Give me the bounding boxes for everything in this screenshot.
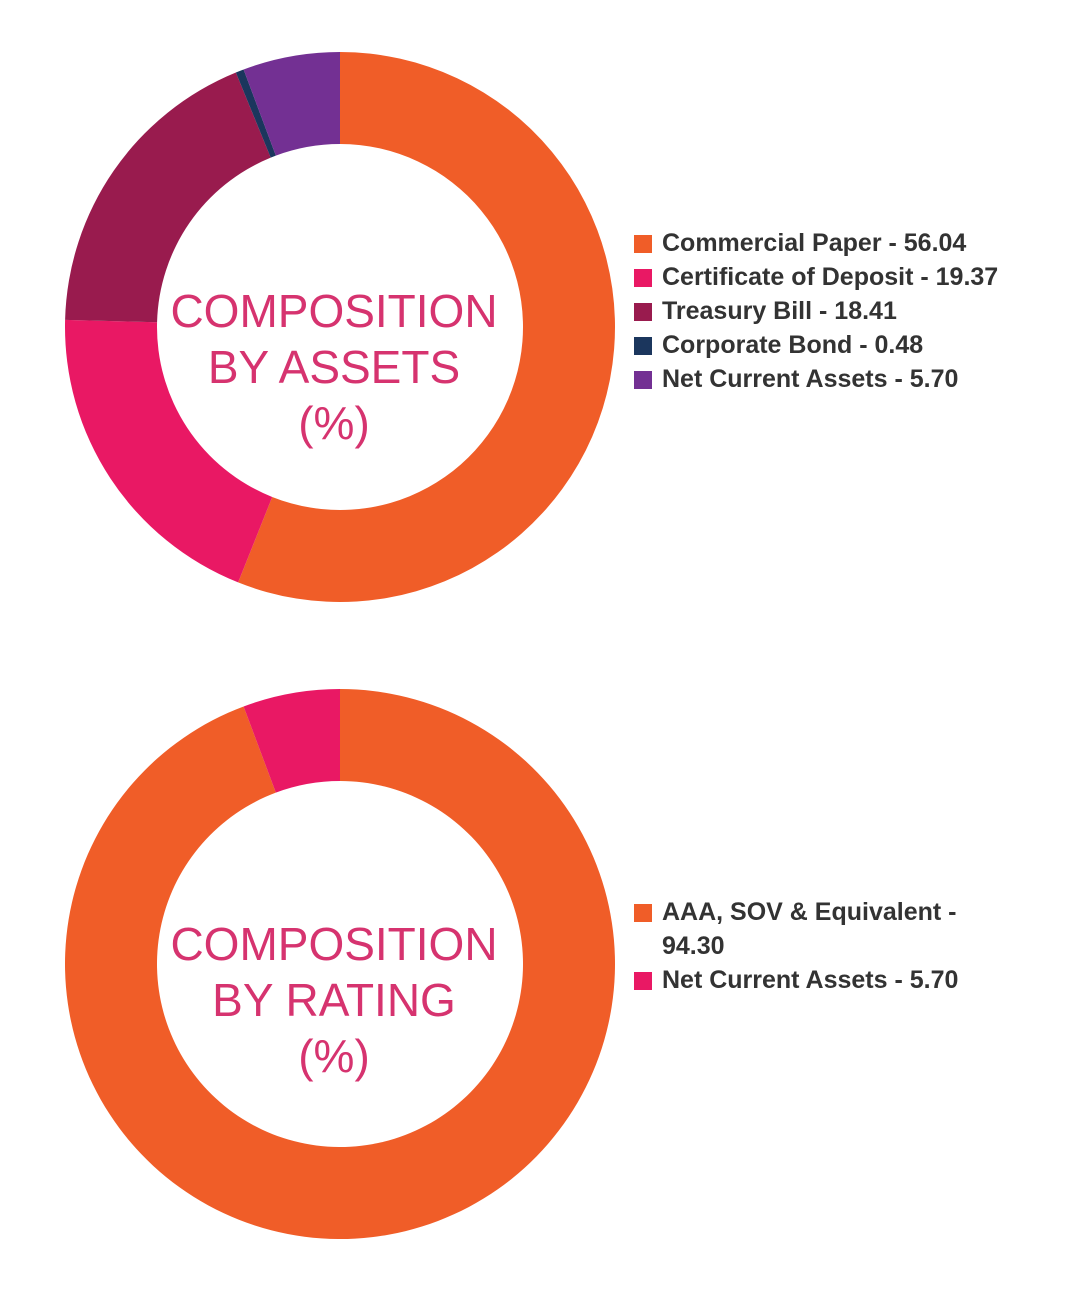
legend-item-certificate-of-deposit: Certificate of Deposit - 19.37 [634, 260, 1054, 294]
assets-legend: Commercial Paper - 56.04 Certificate of … [634, 226, 1054, 396]
assets-chart: COMPOSITION BY ASSETS (%) Commercial Pap… [0, 0, 1075, 640]
legend-label: Commercial Paper - 56.04 [662, 229, 967, 257]
rating-title-line-1: COMPOSITION [170, 918, 498, 970]
legend-swatch [634, 303, 652, 321]
legend-item-net-current-assets: Net Current Assets - 5.70 [634, 963, 994, 997]
rating-donut-chart [64, 689, 615, 1239]
legend-label: AAA, SOV & Equivalent - 94.30 [662, 898, 957, 960]
donut-slice-3 [235, 69, 276, 158]
donut-slice-1 [243, 689, 340, 793]
assets-donut-chart [65, 52, 616, 603]
legend-label: Certificate of Deposit - 19.37 [662, 263, 999, 291]
legend-item-net-current-assets: Net Current Assets - 5.70 [634, 362, 1054, 396]
rating-title-line-3: (%) [298, 1030, 370, 1082]
rating-legend: AAA, SOV & Equivalent - 94.30 Net Curren… [634, 895, 994, 997]
legend-swatch [634, 235, 652, 253]
donut-slice-1 [65, 319, 273, 583]
legend-swatch [634, 269, 652, 287]
rating-title-line-2: BY RATING [212, 974, 456, 1026]
legend-swatch [634, 337, 652, 355]
legend-swatch [634, 904, 652, 922]
donut-slice-4 [243, 52, 340, 156]
legend-label: Net Current Assets - 5.70 [662, 365, 959, 393]
legend-item-treasury-bill: Treasury Bill - 18.41 [634, 294, 1054, 328]
assets-title-line-2: BY ASSETS [207, 341, 461, 393]
rating-chart: COMPOSITION BY RATING (%) AAA, SOV & Equ… [0, 640, 1075, 1297]
legend-label: Corporate Bond - 0.48 [662, 331, 924, 359]
legend-label: Net Current Assets - 5.70 [662, 966, 959, 994]
assets-title-line-3: (%) [298, 397, 370, 449]
legend-item-aaa-sov-equivalent: AAA, SOV & Equivalent - 94.30 [634, 895, 994, 963]
assets-chart-title: COMPOSITION BY ASSETS (%) [134, 283, 534, 451]
legend-label: Treasury Bill - 18.41 [662, 297, 897, 325]
donut-slice-0 [238, 52, 616, 603]
legend-item-commercial-paper: Commercial Paper - 56.04 [634, 226, 1054, 260]
donut-slice-2 [65, 72, 271, 323]
legend-swatch [634, 972, 652, 990]
legend-item-corporate-bond: Corporate Bond - 0.48 [634, 328, 1054, 362]
assets-title-line-1: COMPOSITION [170, 285, 498, 337]
legend-swatch [634, 371, 652, 389]
donut-slice-0 [64, 689, 615, 1239]
rating-chart-title: COMPOSITION BY RATING (%) [134, 916, 534, 1084]
